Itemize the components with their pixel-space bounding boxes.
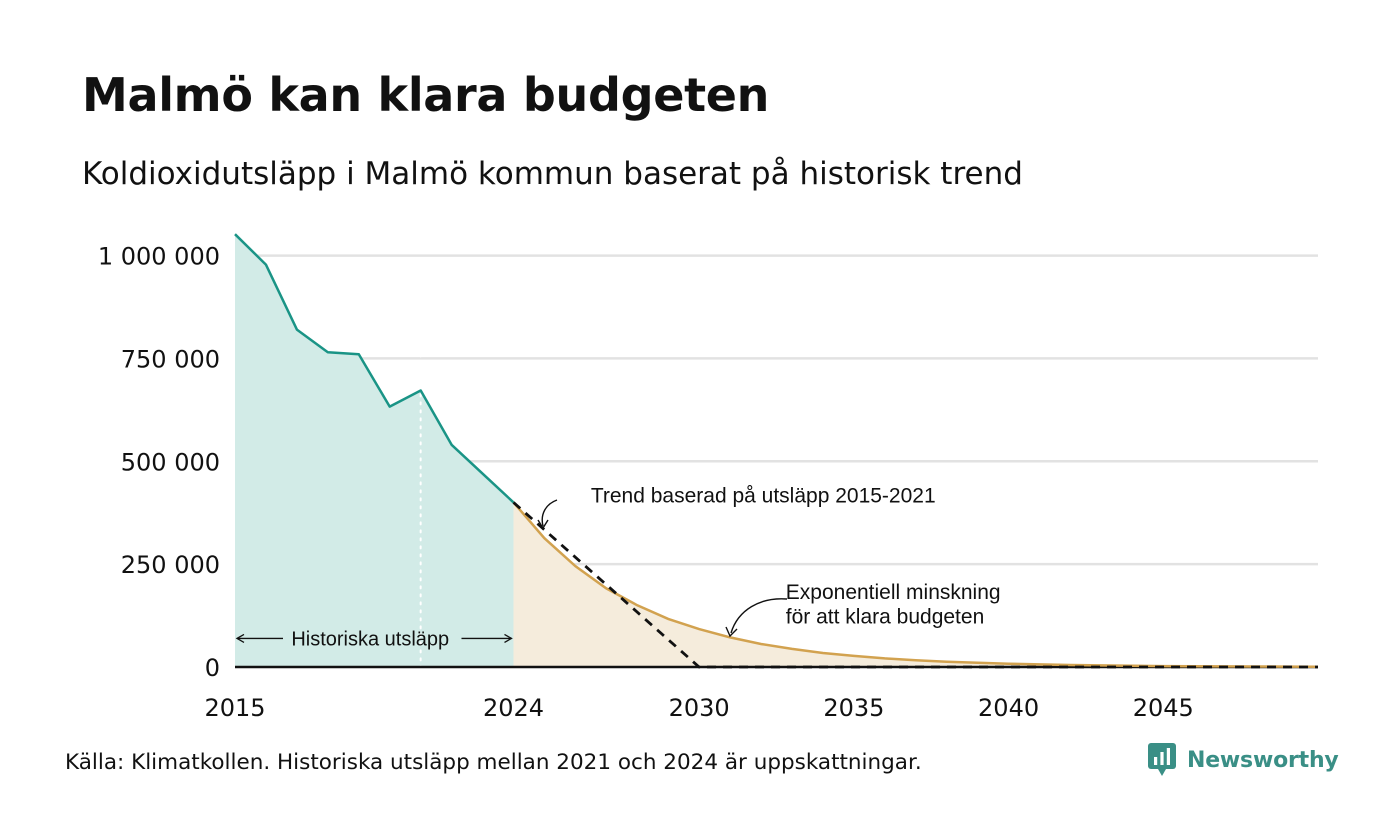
y-tick-label: 1 000 000 (98, 243, 220, 271)
x-tick-label: 2045 (1133, 694, 1194, 722)
source-note: Källa: Klimatkollen. Historiska utsläpp … (65, 750, 922, 775)
x-tick-label: 2035 (823, 694, 884, 722)
annotation-trend-arrow (541, 499, 558, 527)
historical-area (235, 234, 514, 667)
forecast-line (512, 501, 1319, 668)
chart-title: Malmö kan klara budgeten (82, 68, 770, 122)
annotation-arrowhead (235, 633, 245, 643)
forecast-area (513, 502, 1318, 667)
annotation-arrowhead (725, 626, 738, 638)
annotation-historical: Historiska utsläpp (291, 628, 449, 650)
x-tick-label: 2015 (204, 694, 265, 722)
y-tick-label: 750 000 (121, 345, 220, 373)
historical-line (234, 233, 515, 504)
annotation-trend: Trend baserad på utsläpp 2015-2021 (591, 484, 936, 507)
brand-name: Newsworthy (1187, 747, 1339, 773)
x-tick-label: 2040 (978, 694, 1039, 722)
annotation-arrowhead (537, 519, 549, 530)
y-tick-label: 0 (205, 654, 220, 682)
x-tick-label: 2030 (669, 694, 730, 722)
trend-line (512, 501, 1318, 669)
y-tick-label: 250 000 (121, 551, 220, 579)
y-tick-label: 500 000 (121, 448, 220, 476)
newsworthy-logo-icon (1148, 743, 1176, 776)
annotation-exponential: Exponentiell minskning (786, 581, 1001, 604)
brand-logo: Newsworthy (1147, 742, 1339, 778)
annotation-arrowhead (504, 633, 513, 643)
annotation-exponential-line2: för att klara budgeten (786, 606, 984, 629)
chart-subtitle: Koldioxidutsläpp i Malmö kommun baserat … (82, 156, 1023, 192)
x-tick-label: 2024 (483, 694, 544, 722)
annotation-exponential-arrow (730, 598, 788, 634)
